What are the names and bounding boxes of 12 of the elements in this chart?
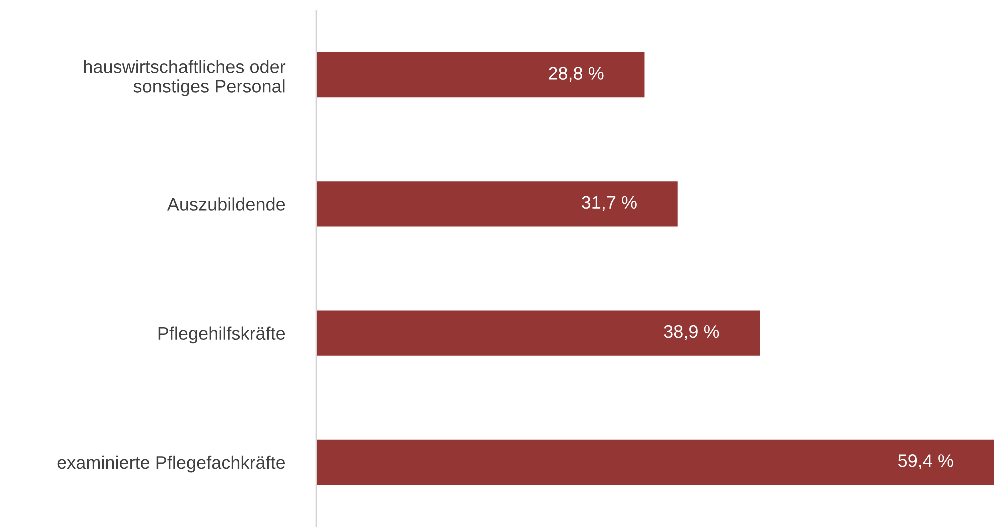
data-label: 38,9 %	[664, 325, 720, 340]
y-tick-label: examinierte Pflegefachkräfte	[58, 456, 286, 473]
bar	[316, 438, 995, 486]
data-label: 59,4 %	[898, 454, 954, 470]
bar	[316, 180, 680, 228]
data-label: 31,7 %	[582, 196, 637, 212]
y-tick-label: Pflegehilfskräfte	[158, 326, 286, 344]
y-tick-label: Auszubildende	[167, 198, 286, 211]
bar	[316, 51, 646, 100]
bar	[316, 309, 762, 358]
y-tick-label: hauswirtschaftliches oder sonstiges Personal	[84, 60, 286, 96]
data-label: 28,8 %	[549, 67, 604, 82]
